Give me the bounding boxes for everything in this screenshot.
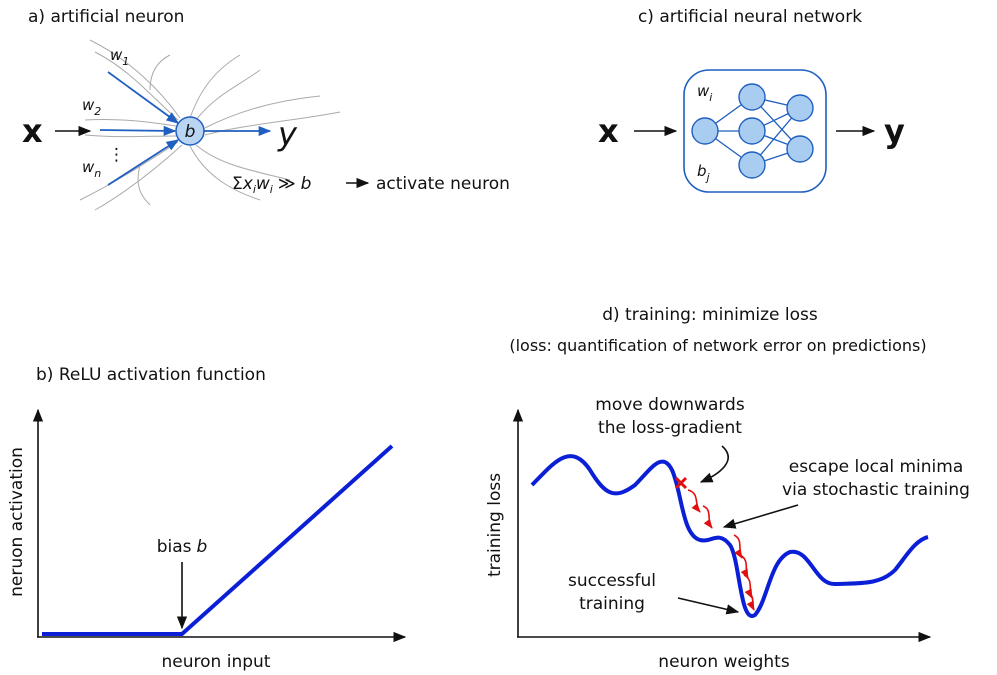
- weight-label: w1: [110, 46, 129, 68]
- panel-title: c) artificial neural network: [638, 7, 862, 27]
- text-part: w: [256, 174, 270, 194]
- shape: [787, 95, 813, 121]
- annotation: successful: [568, 571, 656, 591]
- annotation: move downwards: [595, 395, 745, 415]
- shape: [703, 506, 712, 528]
- bias-label: b: [185, 122, 196, 142]
- rule: Σxiwi≫b: [232, 174, 311, 196]
- annotation: escape local minima: [789, 457, 964, 477]
- shape: [100, 130, 175, 131]
- weight-label: wn: [82, 158, 101, 180]
- panel-title: b) ReLU activation function: [36, 365, 266, 385]
- gradient-steps: [688, 490, 754, 610]
- text-part: i: [709, 91, 712, 104]
- input-x: x: [22, 112, 43, 150]
- shape: [739, 84, 765, 110]
- text-part: 2: [94, 105, 101, 118]
- x-axis-label: neuron input: [162, 652, 271, 672]
- shape: [739, 118, 765, 144]
- x-axis-label: neuron weights: [658, 652, 790, 672]
- output-y: y: [884, 112, 905, 150]
- text-part: b: [197, 537, 208, 557]
- shape: [739, 152, 765, 178]
- weight-label: w2: [82, 96, 101, 118]
- annotation: training: [579, 594, 645, 614]
- output-y: y: [277, 115, 298, 153]
- text-part: w: [82, 96, 95, 114]
- text-part: w: [82, 158, 95, 176]
- text-part: w: [697, 82, 710, 100]
- shape: [688, 490, 700, 512]
- annotation: via stochastic training: [782, 480, 970, 500]
- text-part: Σ: [232, 174, 243, 194]
- text-part: b: [697, 162, 707, 180]
- panel-title: a) artificial neuron: [28, 7, 184, 27]
- text-part: i: [270, 183, 273, 196]
- shape: [740, 555, 748, 578]
- shape: [108, 72, 178, 123]
- figure: a) artificial neuron x b y w1 w2 wn ⋮ Σx…: [0, 0, 997, 675]
- relu-curve: [42, 446, 392, 634]
- input-x: x: [598, 112, 619, 150]
- text-part: bias: [157, 537, 192, 557]
- subtitle: (loss: quantification of network error o…: [509, 336, 926, 355]
- text-part: 1: [122, 55, 129, 68]
- shape: [692, 118, 718, 144]
- shape: [701, 446, 728, 482]
- shape: [678, 598, 738, 612]
- shape: [724, 505, 798, 527]
- annotation: the loss-gradient: [598, 418, 742, 438]
- panel-title: d) training: minimize loss: [602, 305, 818, 325]
- y-axis-label: training loss: [485, 473, 505, 577]
- text-part: n: [94, 167, 101, 180]
- dots: ⋮: [108, 145, 125, 165]
- shape: [787, 136, 813, 162]
- shape: [747, 592, 754, 610]
- rule-result: activate neuron: [376, 174, 510, 194]
- text-part: w: [110, 46, 123, 64]
- text-part: ≫: [278, 174, 296, 194]
- text-part: b: [301, 174, 312, 194]
- y-axis-label: neruon activation: [7, 447, 27, 597]
